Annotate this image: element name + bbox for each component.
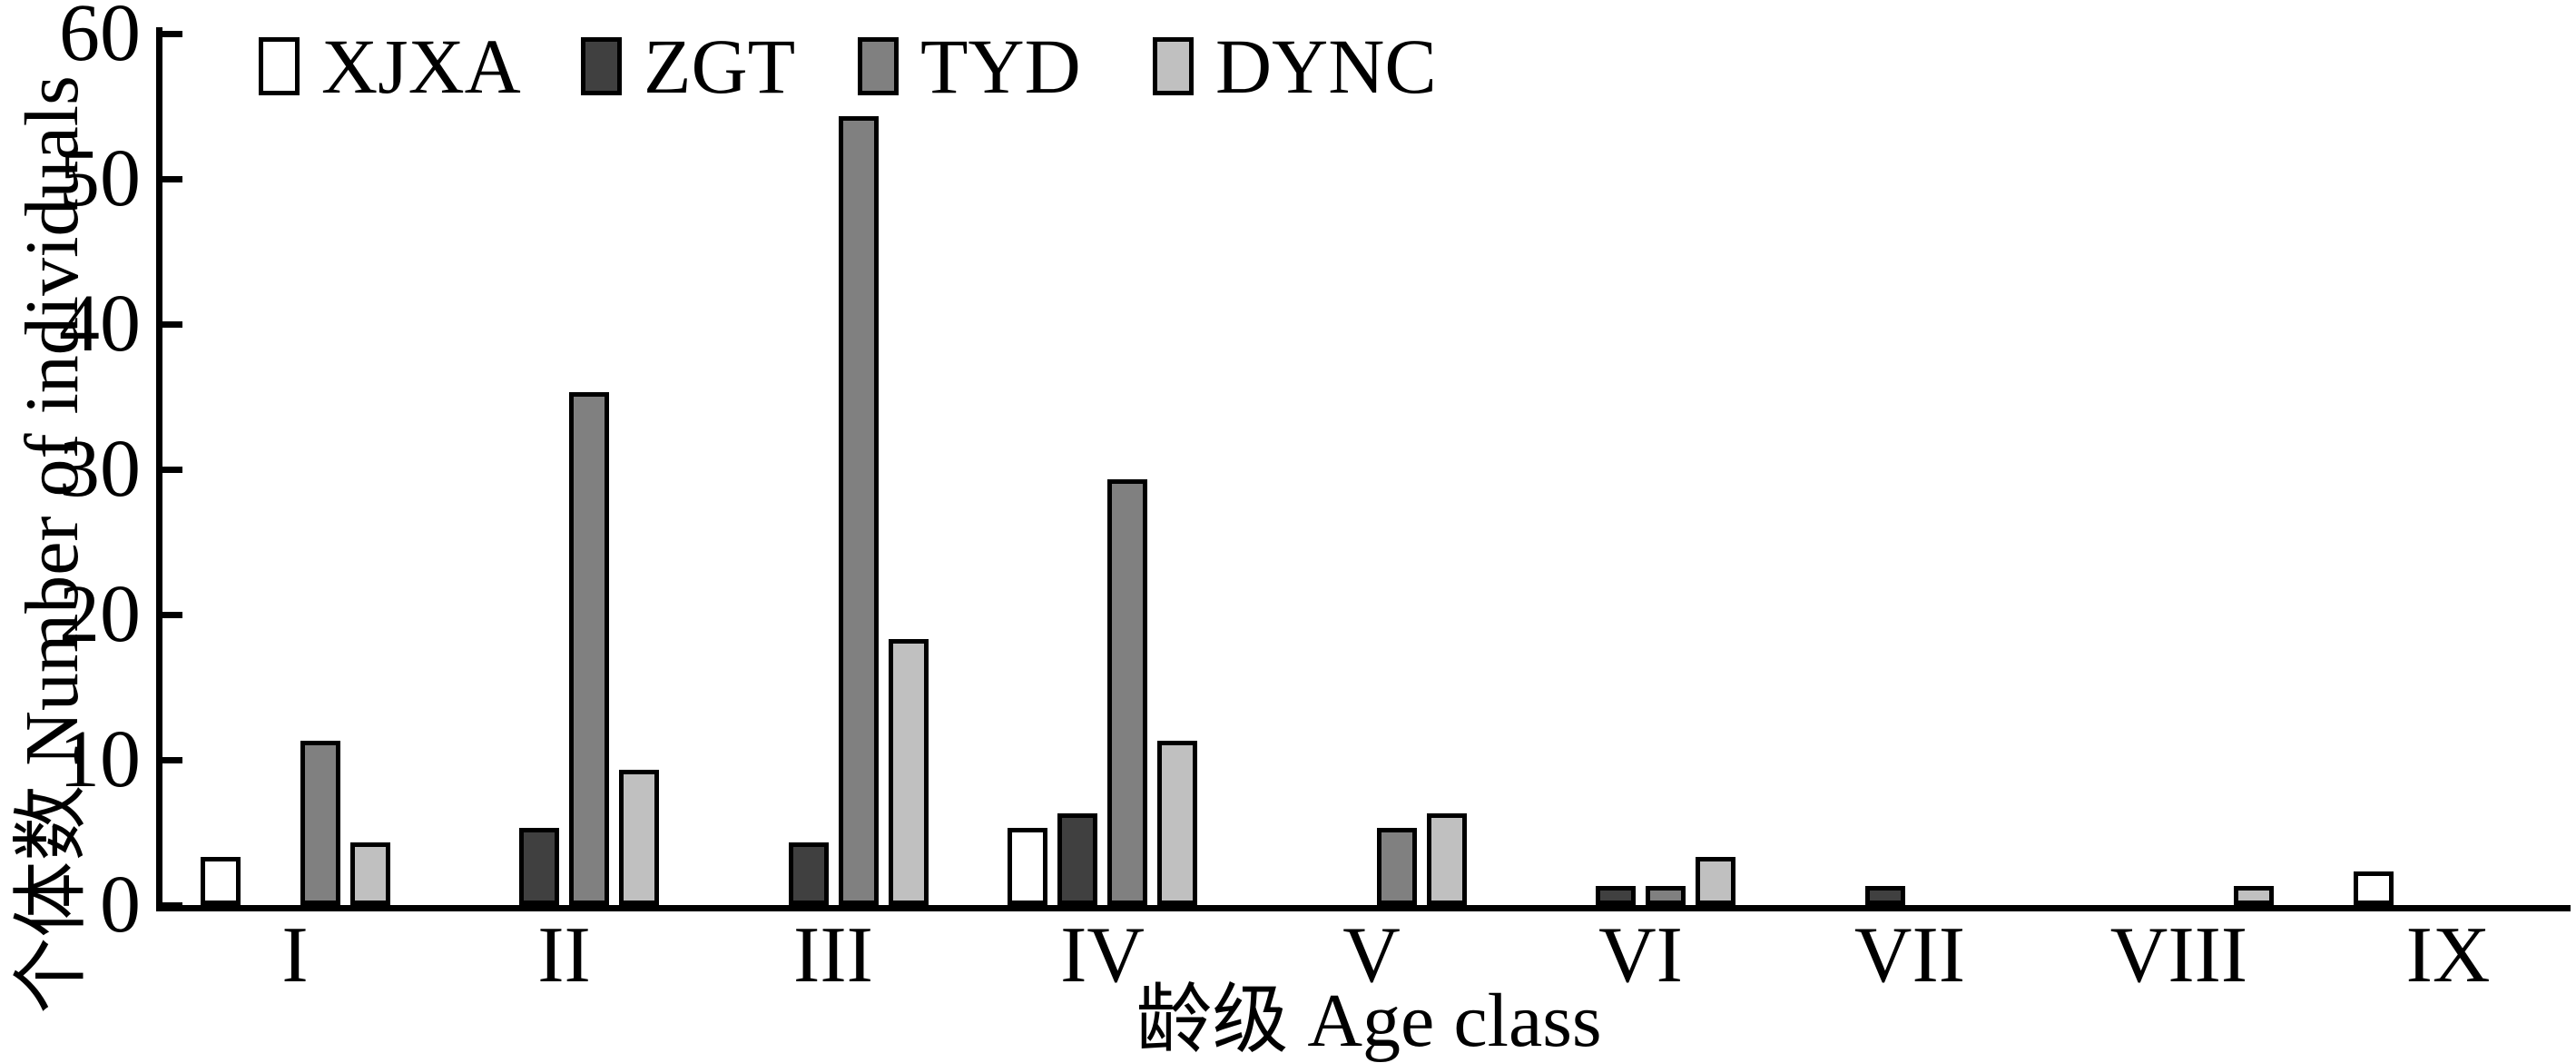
bar-TYD-I (300, 741, 340, 905)
y-axis-line (156, 27, 162, 911)
legend-label-ZGT: ZGT (644, 23, 796, 110)
legend-swatch-ZGT (581, 37, 622, 95)
legend-item-ZGT: ZGT (581, 16, 795, 116)
bar-ZGT-VII (1864, 886, 1905, 905)
legend-label-TYD: TYD (920, 23, 1081, 110)
legend-item-XJXA: XJXA (259, 16, 521, 116)
x-tick-label-VII: VII (1853, 911, 1966, 999)
y-tick-mark-0 (162, 902, 182, 909)
y-tick-mark-40 (162, 321, 182, 328)
x-tick-label-V: V (1342, 911, 1401, 999)
bar-DYNC-III (888, 639, 929, 905)
bar-TYD-III (838, 116, 879, 905)
bar-ZGT-II (519, 828, 559, 905)
bar-XJXA-I (200, 857, 241, 905)
x-tick-label-I: I (281, 911, 309, 999)
y-tick-label-50: 50 (59, 133, 141, 223)
legend-swatch-DYNC (1153, 37, 1194, 95)
bar-DYNC-IV (1157, 741, 1197, 905)
legend-item-DYNC: DYNC (1153, 16, 1437, 116)
bar-TYD-II (569, 392, 609, 905)
legend-label-DYNC: DYNC (1215, 23, 1437, 110)
legend-label-XJXA: XJXA (321, 23, 521, 110)
x-tick-label-III: III (793, 911, 873, 999)
bar-TYD-V (1376, 828, 1417, 905)
bar-TYD-IV (1107, 479, 1147, 905)
legend-swatch-XJXA (259, 37, 300, 95)
y-tick-label-30: 30 (59, 424, 141, 514)
x-axis-title: 龄级 Age class (1136, 979, 1602, 1063)
y-tick-label-0: 0 (100, 860, 141, 950)
y-tick-label-40: 40 (59, 279, 141, 369)
y-tick-label-10: 10 (59, 714, 141, 804)
bar-DYNC-I (349, 842, 390, 905)
legend-swatch-TYD (858, 37, 899, 95)
y-tick-mark-50 (162, 176, 182, 182)
y-tick-mark-20 (162, 612, 182, 618)
y-tick-mark-10 (162, 757, 182, 763)
x-axis-line (156, 905, 2571, 911)
x-tick-label-VI: VI (1598, 911, 1683, 999)
bar-ZGT-VI (1596, 886, 1636, 905)
x-tick-label-IX: IX (2405, 911, 2491, 999)
bar-ZGT-IV (1057, 813, 1097, 905)
bar-XJXA-IV (1008, 828, 1047, 905)
bar-DYNC-II (619, 770, 659, 905)
y-tick-label-20: 20 (59, 569, 141, 659)
legend-item-TYD: TYD (858, 16, 1081, 116)
x-tick-label-IV: IV (1060, 911, 1145, 999)
x-tick-label-II: II (537, 911, 591, 999)
bar-DYNC-VI (1696, 857, 1735, 905)
x-tick-label-VIII: VIII (2109, 911, 2248, 999)
y-tick-mark-60 (162, 31, 182, 37)
legend: XJXA ZGT TYD DYNC (0, 16, 2576, 116)
bar-ZGT-III (788, 842, 829, 905)
bar-DYNC-V (1426, 813, 1467, 905)
bar-TYD-VI (1646, 886, 1686, 905)
y-tick-mark-30 (162, 467, 182, 473)
bar-XJXA-IX (2353, 871, 2394, 905)
y-tick-label-60: 60 (59, 0, 141, 78)
bar-DYNC-VIII (2234, 886, 2274, 905)
